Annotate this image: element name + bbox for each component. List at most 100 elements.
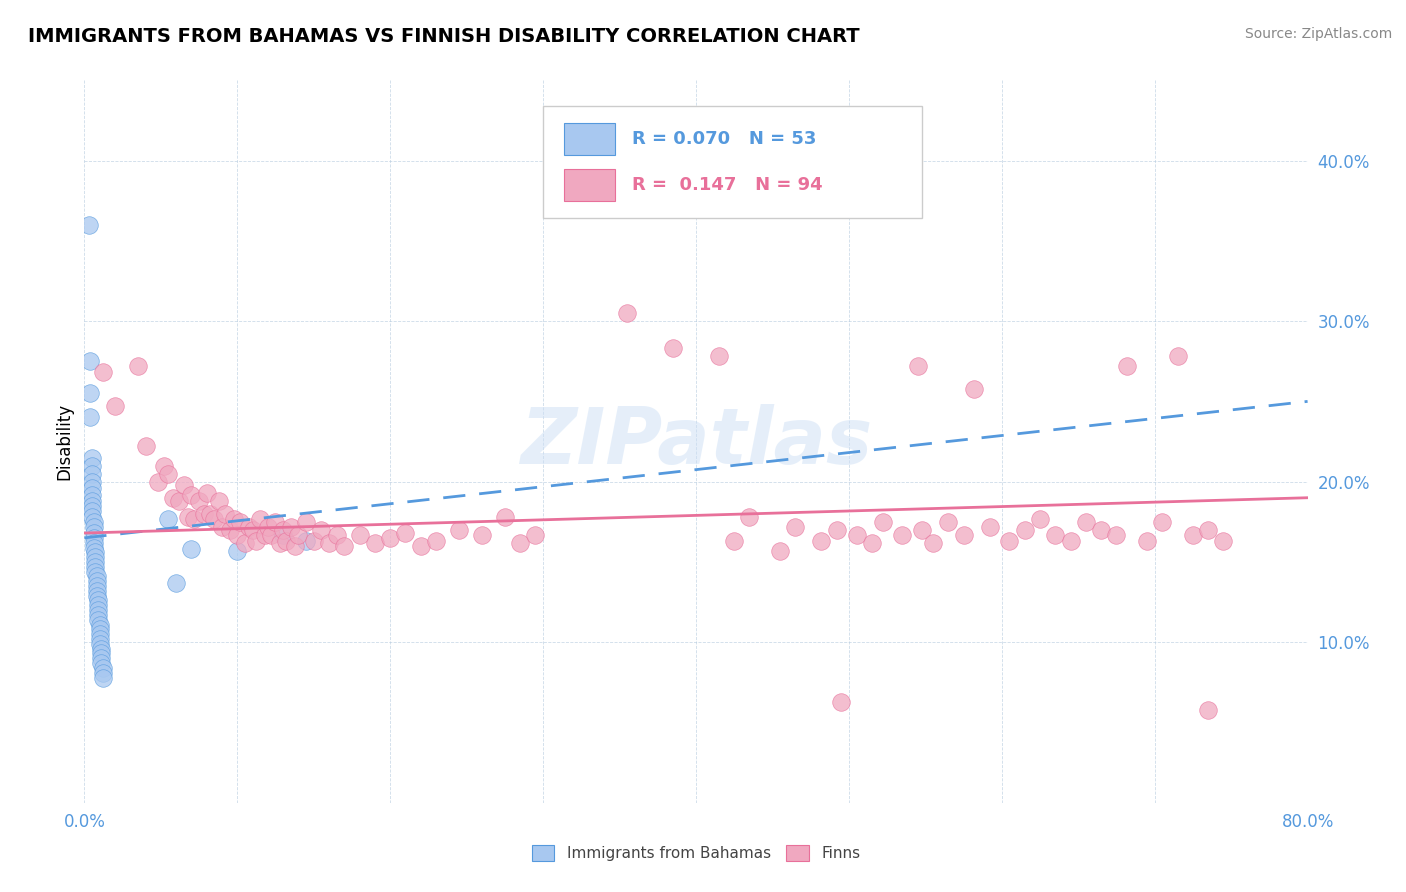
Point — [83, 535, 105, 549]
Point — [80, 487, 103, 501]
Point — [80, 450, 103, 465]
Point — [89, 632, 111, 646]
Point — [80, 458, 103, 473]
Point — [271, 527, 294, 541]
Point — [284, 539, 307, 553]
Point — [810, 534, 832, 549]
Point — [91, 665, 114, 680]
Text: Source: ZipAtlas.com: Source: ZipAtlas.com — [1244, 27, 1392, 41]
Point — [1045, 527, 1067, 541]
Point — [1014, 523, 1036, 537]
Point — [253, 527, 276, 541]
Point — [302, 534, 325, 549]
Point — [198, 507, 221, 521]
Point — [193, 507, 215, 521]
Point — [80, 467, 103, 481]
Point — [738, 510, 761, 524]
Point — [89, 627, 111, 641]
Point — [233, 535, 256, 549]
Point — [325, 527, 347, 541]
Point — [77, 218, 100, 232]
Point — [494, 510, 516, 524]
Point — [922, 535, 945, 549]
Point — [79, 386, 101, 401]
Point — [90, 656, 112, 670]
Point — [963, 382, 986, 396]
Text: ZIPatlas: ZIPatlas — [520, 403, 872, 480]
Point — [79, 410, 101, 425]
Point — [153, 458, 176, 473]
Point — [86, 589, 108, 603]
Point — [364, 535, 387, 549]
Point — [1197, 523, 1219, 537]
Point — [218, 523, 240, 537]
Point — [662, 342, 685, 356]
Point — [271, 523, 294, 537]
Point — [1212, 534, 1234, 549]
Point — [264, 515, 287, 529]
Point — [87, 603, 110, 617]
Point — [89, 637, 111, 651]
Point — [245, 534, 267, 549]
Point — [1105, 527, 1128, 541]
Point — [90, 641, 112, 656]
FancyBboxPatch shape — [564, 123, 616, 154]
Point — [89, 623, 111, 637]
Point — [269, 535, 291, 549]
Point — [87, 593, 110, 607]
Point — [471, 527, 494, 541]
Point — [80, 481, 103, 495]
Point — [257, 519, 280, 533]
Point — [224, 511, 246, 525]
Point — [907, 359, 929, 373]
Point — [872, 515, 894, 529]
Point — [394, 526, 416, 541]
Point — [80, 499, 103, 513]
Point — [195, 486, 218, 500]
Point — [180, 542, 202, 557]
Point — [91, 366, 114, 380]
Point — [616, 306, 638, 320]
Point — [86, 574, 108, 589]
Point — [409, 539, 432, 553]
Text: R =  0.147   N = 94: R = 0.147 N = 94 — [633, 176, 823, 194]
Point — [349, 527, 371, 541]
Point — [280, 519, 302, 533]
Point — [211, 519, 233, 533]
Point — [80, 510, 103, 524]
Point — [90, 647, 112, 661]
Point — [1136, 534, 1159, 549]
Point — [380, 531, 402, 545]
Point — [238, 519, 260, 533]
Point — [173, 478, 195, 492]
Point — [84, 559, 107, 574]
Point — [860, 535, 883, 549]
Point — [1116, 359, 1139, 373]
Point — [295, 515, 318, 529]
Point — [157, 511, 180, 525]
Point — [91, 661, 114, 675]
Point — [104, 399, 127, 413]
Point — [979, 519, 1001, 533]
Point — [83, 541, 105, 555]
Point — [425, 534, 447, 549]
Point — [87, 607, 110, 622]
Point — [952, 527, 974, 541]
Point — [226, 543, 249, 558]
Point — [1090, 523, 1112, 537]
Point — [769, 543, 792, 558]
Point — [1152, 515, 1174, 529]
FancyBboxPatch shape — [564, 169, 616, 201]
Point — [287, 527, 309, 541]
Point — [229, 515, 252, 529]
Point — [825, 523, 848, 537]
Point — [311, 523, 333, 537]
Point — [911, 523, 934, 537]
Text: R = 0.070   N = 53: R = 0.070 N = 53 — [633, 130, 817, 148]
Point — [83, 515, 105, 529]
Point — [891, 527, 914, 541]
Point — [86, 583, 108, 598]
Point — [845, 527, 868, 541]
Point — [723, 534, 745, 549]
Point — [91, 671, 114, 685]
